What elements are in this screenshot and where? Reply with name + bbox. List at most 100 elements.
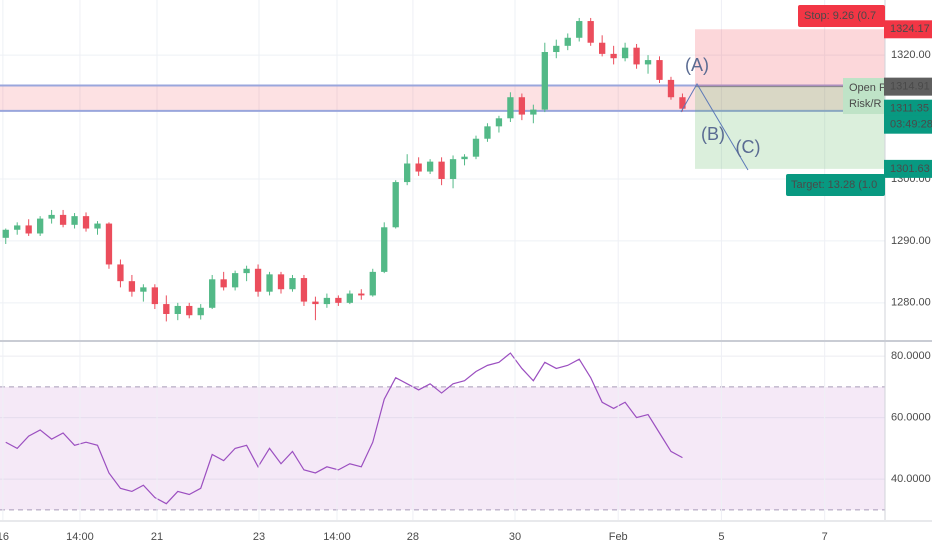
candle-body [518,97,526,115]
candle-body [312,301,319,305]
entry-price-tag: 1314.91 [890,81,930,93]
candle-body [472,138,480,157]
x-tick-label: 16 [0,531,9,543]
rsi-line [5,352,683,505]
candle-body [495,118,503,127]
entry-price-tag-box [884,77,932,96]
candle-body [564,37,571,46]
y-tick-label: 80.0000 [891,350,931,362]
x-tick-label: 21 [151,531,163,543]
candle-body [220,279,227,288]
candle-body [449,159,457,179]
target-price-tag-box [884,159,932,178]
candle-body [48,214,55,219]
candle-body [266,274,273,292]
candle-body [163,304,170,314]
candle-body [346,293,353,303]
candle-body [656,60,663,80]
candle-body [2,229,9,238]
candle-body [633,47,640,65]
candle-body [507,97,514,119]
zone [0,85,885,111]
entry-label-box [843,78,885,114]
candle-body [461,156,468,160]
candle-body [530,109,537,115]
candle-body [25,225,32,234]
entry-label: Open P [849,82,886,94]
stop-price-tag: 1324.17 [890,23,930,35]
candle-body [209,279,216,308]
candle-body [71,216,78,225]
candle-body [369,271,376,296]
stop-label-box [798,5,885,27]
x-tick-label: 28 [407,531,419,543]
x-tick-label: 30 [509,531,521,543]
wave-label: (A) [685,55,709,75]
candle-body [300,278,308,302]
wave-label: (B) [701,124,725,144]
y-tick-label: 60.0000 [891,412,931,424]
target-label-box [786,174,885,196]
target-label: Target: 13.28 (1.0 [791,179,877,191]
candle-body [679,97,686,109]
candle-body [576,21,583,38]
candle-body [151,287,158,305]
candle-body [621,47,629,59]
candle-body [610,53,617,59]
countdown-tag-box [884,115,932,134]
candle-body [140,287,147,292]
candle-body [105,223,113,265]
candle-body [599,42,606,54]
y-tick-label: 1320.00 [891,49,931,61]
y-tick-label: 1290.00 [891,235,931,247]
x-tick-label: 23 [253,531,265,543]
stop-price-tag-box [884,20,932,39]
target-price-tag: 1301.63 [890,163,930,175]
entry-label: Risk/R [849,98,881,110]
y-tick-label: 40.0000 [891,473,931,485]
wave-line [680,83,749,171]
x-tick-label: 7 [822,531,828,543]
candle-body [174,305,181,314]
candle-body [117,264,124,282]
candle-body [438,161,445,179]
y-tick-label: 1280.00 [891,297,931,309]
candle-body [644,60,652,65]
candle-body [392,182,399,228]
stop-zone [695,29,885,87]
x-tick-label: 14:00 [323,531,351,543]
candle-body [14,225,21,230]
candle-body [541,52,548,110]
candle-body [36,218,44,234]
candle-body [82,216,90,229]
candle-body [128,281,136,292]
candle-body [323,297,331,305]
x-tick-label: 5 [718,531,724,543]
candle-body [289,278,296,290]
candle-body [277,274,285,290]
candle-body [94,223,101,229]
candle-body [59,214,67,225]
x-tick-label: Feb [609,531,628,543]
candle-body [415,163,422,172]
last-price-tag-box [884,99,932,118]
candle-body [254,268,262,292]
candle-body [667,79,675,98]
candle-body [335,297,342,303]
candle-body [186,305,193,316]
last-price-tag: 1311.35 [890,103,929,115]
x-tick-label: 14:00 [66,531,94,543]
candle-body [587,21,594,43]
countdown-tag: 03:49:28 [890,119,932,131]
candle-body [358,293,365,296]
candle-body [381,227,388,272]
candle-body [231,273,239,288]
candle-body [404,163,411,183]
wave-label: (C) [736,137,761,157]
candle-body [426,161,434,172]
candle-body [243,268,250,274]
candle-body [484,126,491,139]
candle-body [553,45,560,53]
candle-body [197,307,204,316]
